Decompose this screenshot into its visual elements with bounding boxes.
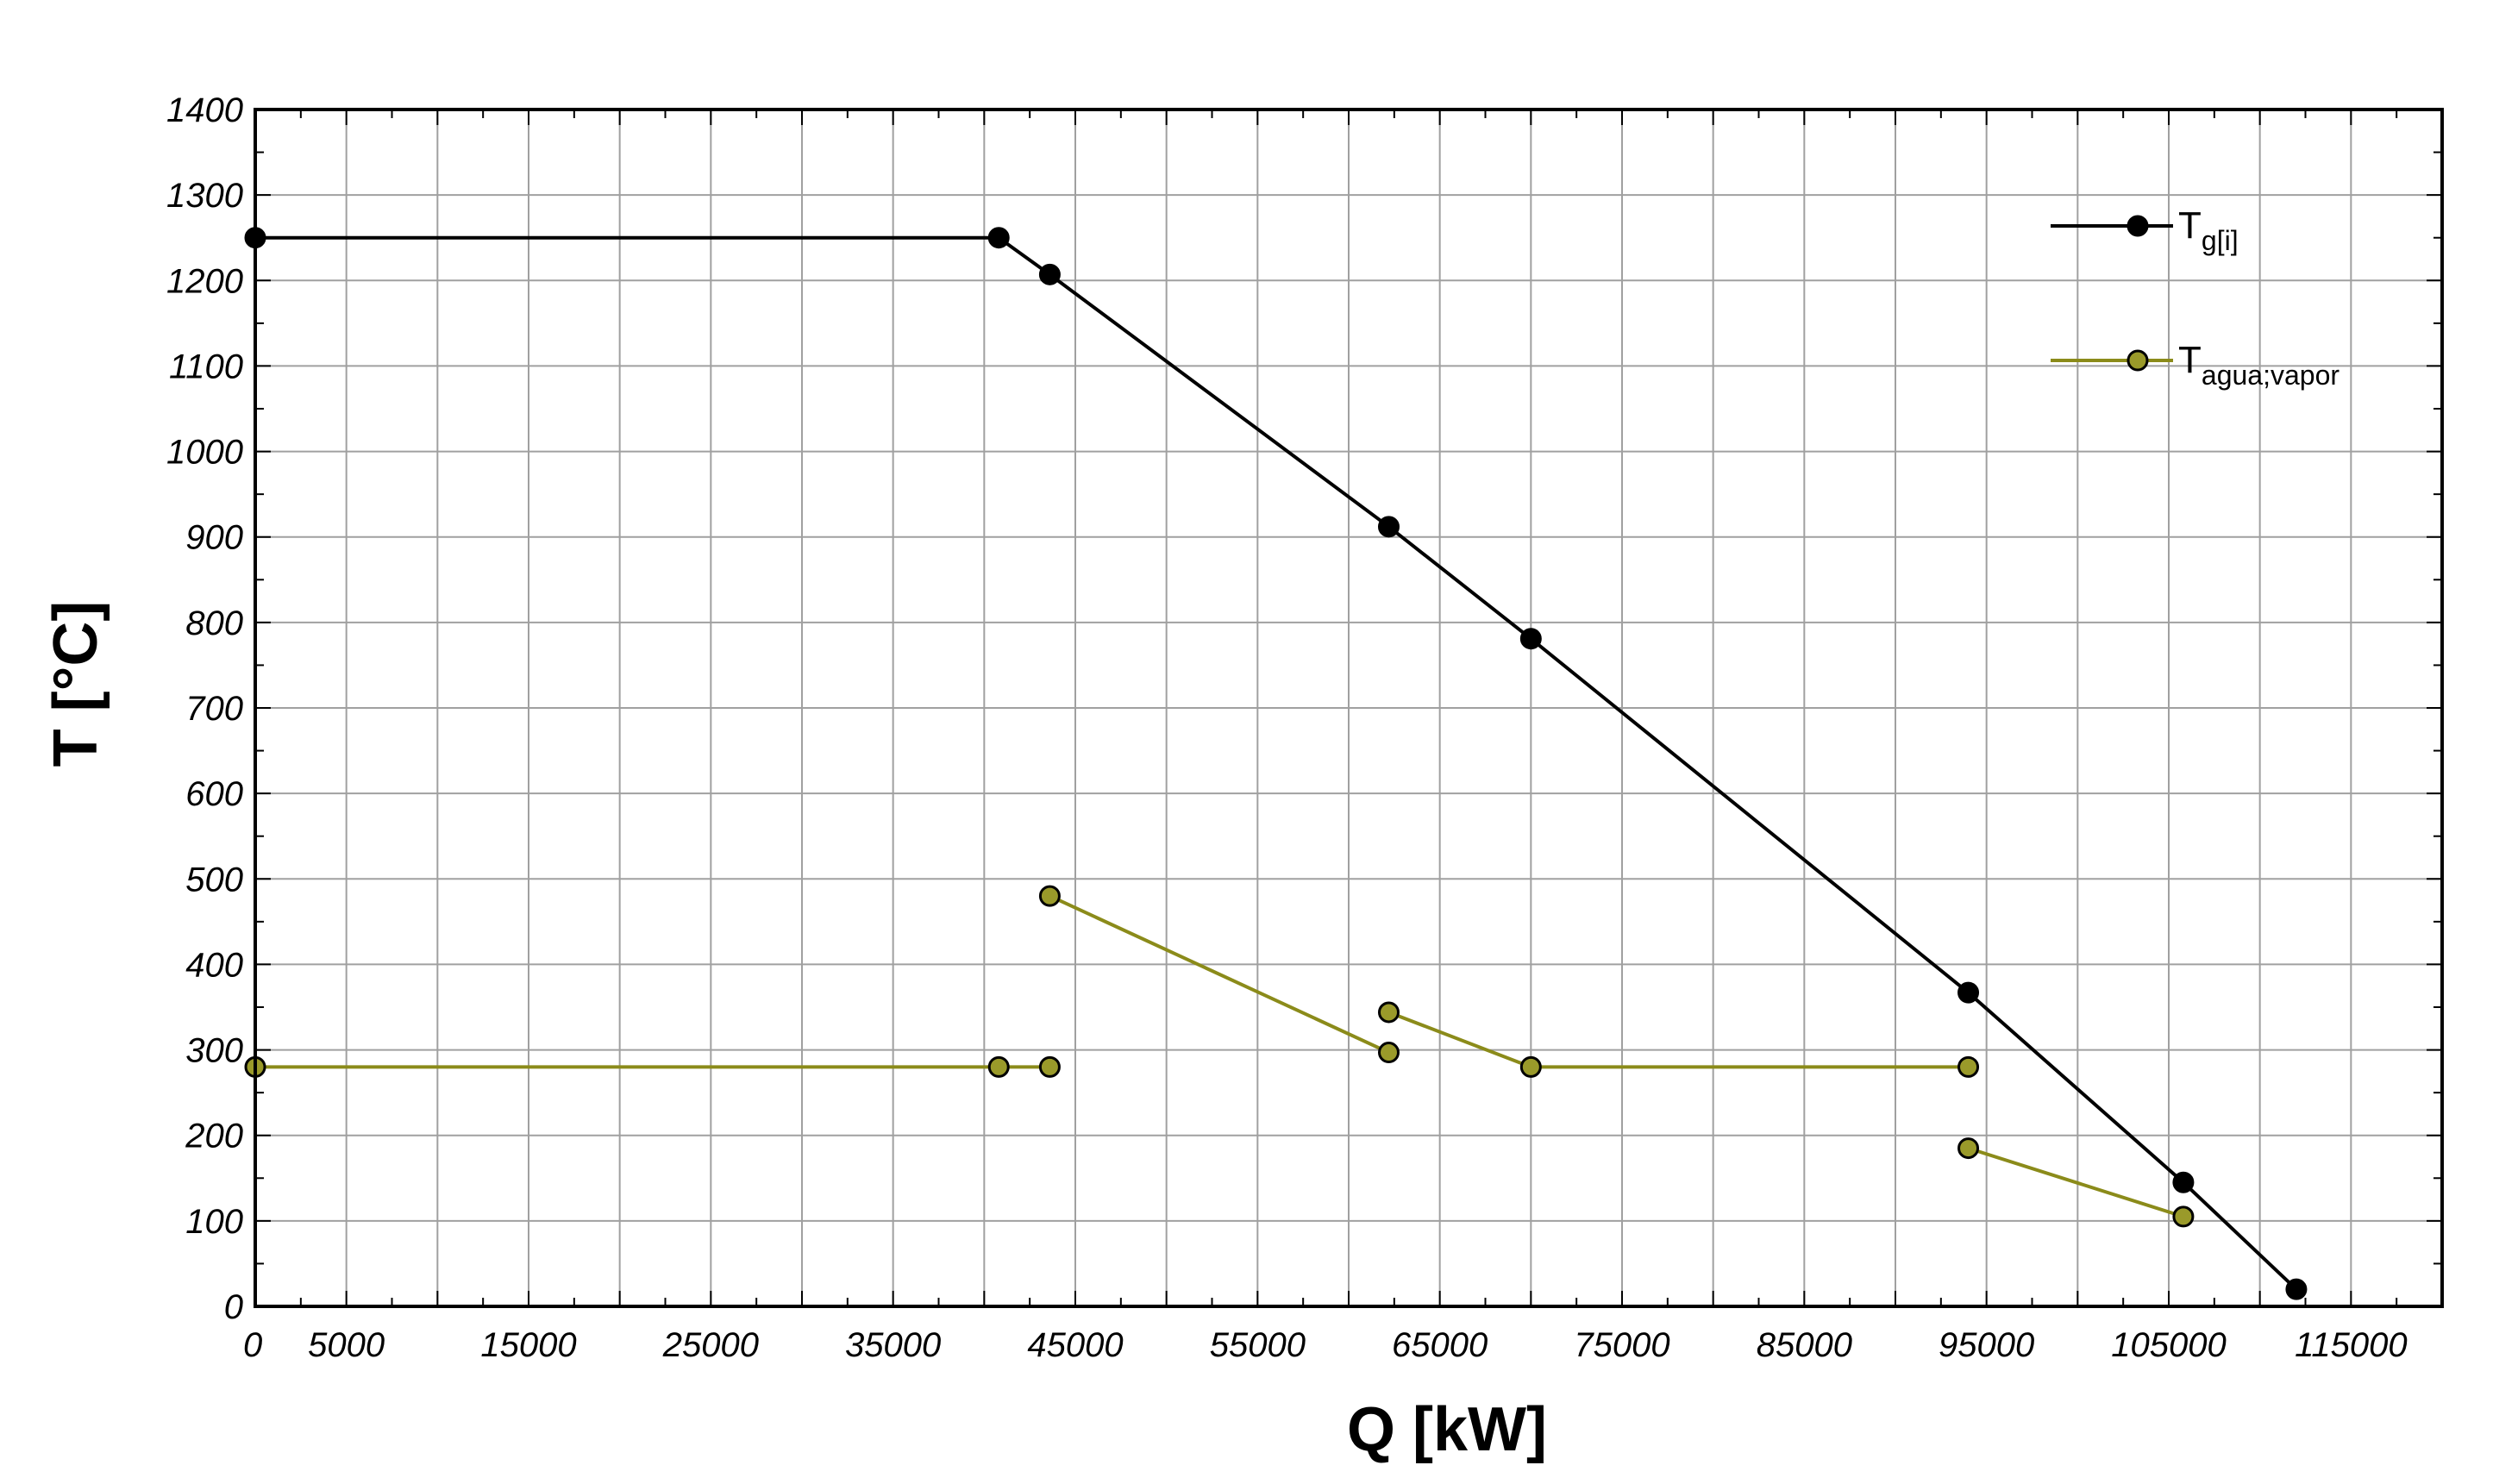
series-line	[1387, 1011, 1969, 1069]
y-tick-label: 500	[185, 861, 243, 899]
x-tick-labels: 0 5000 15000 25000 35000 45000 55000 65000 75000…	[243, 1326, 2408, 1364]
y-tick-label: 600	[185, 775, 243, 813]
data-point	[1519, 1055, 1542, 1078]
y-tick-label: 1100	[169, 348, 243, 385]
data-point	[1038, 885, 1061, 907]
x-tick-label: 55000	[1210, 1326, 1306, 1364]
data-point	[987, 227, 1010, 249]
y-tick-label: 300	[185, 1032, 243, 1070]
y-tick-label: 0	[224, 1288, 243, 1326]
y-tick-label: 1300	[166, 177, 243, 215]
data-point	[1038, 1055, 1061, 1078]
x-tick-label: 115000	[2295, 1326, 2408, 1364]
x-tick-label: 65000	[1392, 1326, 1488, 1364]
x-axis-title: Q [kW]	[1347, 1395, 1547, 1464]
data-point	[2172, 1171, 2195, 1193]
legend-marker	[2127, 215, 2149, 237]
series-1	[244, 227, 2308, 1300]
y-tick-label: 700	[185, 690, 243, 728]
legend: Tg[i]Tagua;vapor	[2051, 204, 2339, 391]
data-point	[1377, 516, 1400, 538]
legend-marker	[2127, 349, 2149, 372]
x-tick-label: 95000	[1939, 1326, 2034, 1364]
y-tick-label: 900	[185, 519, 243, 557]
series-line	[1967, 1146, 2184, 1218]
y-axis-title: T [°C]	[41, 601, 110, 767]
data-point	[1377, 1001, 1400, 1024]
y-tick-label: 800	[185, 604, 243, 642]
x-tick-label: 5000	[308, 1326, 385, 1364]
plot-frame	[254, 108, 2444, 1308]
data-point	[1957, 1137, 1980, 1160]
grid	[254, 109, 2443, 1307]
data-point	[1038, 263, 1061, 285]
data-point	[1519, 628, 1542, 650]
x-tick-label: 75000	[1574, 1326, 1669, 1364]
series-layer	[244, 227, 2308, 1300]
x-tick-label: 45000	[1027, 1326, 1123, 1364]
x-tick-label: 25000	[662, 1326, 759, 1364]
x-tick-label: 35000	[845, 1326, 941, 1364]
data-point	[2172, 1205, 2195, 1228]
data-point	[1957, 981, 1980, 1004]
x-tick-label: 0	[243, 1326, 262, 1364]
series-2	[244, 885, 2195, 1228]
y-tick-label: 200	[185, 1118, 243, 1155]
x-tick-label: 85000	[1757, 1326, 1852, 1364]
data-point	[2285, 1278, 2308, 1300]
series-line	[255, 235, 2298, 1291]
data-point	[1957, 1055, 1980, 1078]
y-tick-label: 1000	[166, 434, 243, 472]
y-tick-label: 1200	[166, 262, 243, 300]
x-tick-label: 105000	[2111, 1326, 2226, 1364]
x-tick-label: 15000	[480, 1326, 576, 1364]
data-point	[987, 1055, 1010, 1078]
data-point	[1377, 1042, 1400, 1064]
legend-label: Tg[i]	[2178, 204, 2239, 256]
y-tick-label: 100	[185, 1203, 243, 1241]
y-tick-labels: 0 100 200 300 400 500 600 700 800 900 1000 1100 1200…	[166, 91, 243, 1326]
y-tick-label: 400	[185, 946, 243, 984]
series-line	[1049, 894, 1390, 1055]
y-tick-label: 1400	[166, 91, 243, 129]
